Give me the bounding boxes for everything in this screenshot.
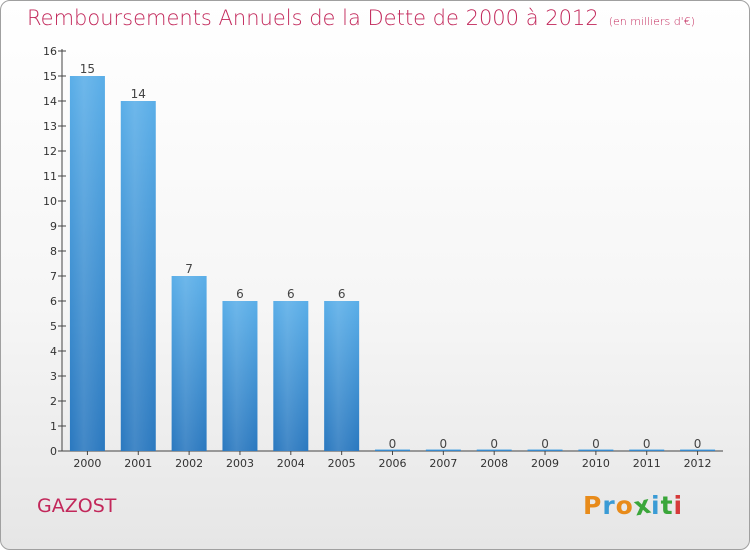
x-tick-label-2008: 2008: [480, 457, 508, 470]
data-label-2001: 14: [131, 87, 146, 101]
y-tick-label: 1: [50, 420, 57, 433]
data-label-2012: 0: [694, 437, 702, 451]
y-tick-label: 5: [50, 320, 57, 333]
bar-2007: [425, 449, 461, 451]
data-label-2008: 0: [490, 437, 498, 451]
x-tick-label-2004: 2004: [277, 457, 305, 470]
x-tick-label-2002: 2002: [175, 457, 203, 470]
x-tick-label-2006: 2006: [379, 457, 407, 470]
chart-unit-note: (en milliers d'€): [608, 15, 695, 28]
logo-letter: t: [660, 491, 674, 520]
y-tick-label: 9: [50, 220, 57, 233]
x-tick-label-2003: 2003: [226, 457, 254, 470]
y-tick-label: 16: [43, 45, 57, 58]
bar-2010: [578, 449, 614, 451]
x-tick-label-2005: 2005: [328, 457, 356, 470]
bar-2011: [629, 449, 665, 451]
x-tick-label-2007: 2007: [429, 457, 457, 470]
y-tick-label: 10: [43, 195, 57, 208]
chart-axes: [61, 49, 723, 452]
data-label-2000: 15: [80, 62, 95, 76]
bar-shine-2005: [324, 301, 360, 451]
bar-2009: [527, 449, 563, 451]
y-tick-label: 4: [50, 345, 57, 358]
chart-data-labels: 15 14 7 6 6 6 0 0 0 0 0 0 0: [80, 62, 702, 451]
data-label-2005: 6: [338, 287, 346, 301]
x-tick-label-2011: 2011: [633, 457, 661, 470]
bar-shine-2002: [171, 276, 207, 451]
x-tick-label-2009: 2009: [531, 457, 559, 470]
data-label-2007: 0: [440, 437, 448, 451]
data-label-2006: 0: [389, 437, 397, 451]
y-tick-label: 11: [43, 170, 57, 183]
logo-letter: i: [673, 491, 684, 520]
y-tick-label: 3: [50, 370, 57, 383]
data-label-2003: 6: [236, 287, 244, 301]
chart-title-text: Remboursements Annuels de la Dette de 20…: [27, 6, 599, 30]
proxiti-logo: Proxiti: [583, 490, 684, 522]
chart-x-ticks: 2000 2001 2002 2003 2004 2005 2006 2007 2008 2009…: [73, 451, 712, 470]
data-label-2010: 0: [592, 437, 600, 451]
y-tick-label: 12: [43, 145, 57, 158]
y-tick-label: 14: [43, 95, 57, 108]
bar-2008: [476, 449, 512, 451]
data-label-2002: 7: [185, 262, 193, 276]
x-tick-label-2010: 2010: [582, 457, 610, 470]
chart-bars: [69, 76, 716, 451]
bar-2006: [375, 449, 410, 451]
bar-shine-2000: [69, 76, 105, 451]
x-tick-label-2001: 2001: [124, 457, 152, 470]
logo-letter: P: [583, 491, 603, 520]
chart-title: Remboursements Annuels de la Dette de 20…: [27, 6, 695, 30]
commune-name: GAZOST: [37, 495, 117, 517]
y-tick-label: 2: [50, 395, 57, 408]
bar-shine-2003: [222, 301, 258, 451]
data-label-2004: 6: [287, 287, 295, 301]
bar-shine-2001: [120, 101, 156, 451]
y-tick-label: 6: [50, 295, 57, 308]
logo-letter: r: [602, 491, 616, 520]
logo-letter: i: [651, 491, 661, 520]
logo-letter: o: [615, 491, 634, 520]
y-tick-label: 8: [50, 245, 57, 258]
bar-shine-2004: [273, 301, 309, 451]
bar-2012: [680, 449, 716, 451]
x-tick-label-2012: 2012: [684, 457, 712, 470]
y-tick-label: 13: [43, 120, 57, 133]
y-tick-label: 15: [43, 70, 57, 83]
y-tick-label: 7: [50, 270, 57, 283]
data-label-2009: 0: [541, 437, 549, 451]
x-tick-label-2000: 2000: [73, 457, 101, 470]
data-label-2011: 0: [643, 437, 651, 451]
y-tick-label: 0: [50, 445, 57, 458]
